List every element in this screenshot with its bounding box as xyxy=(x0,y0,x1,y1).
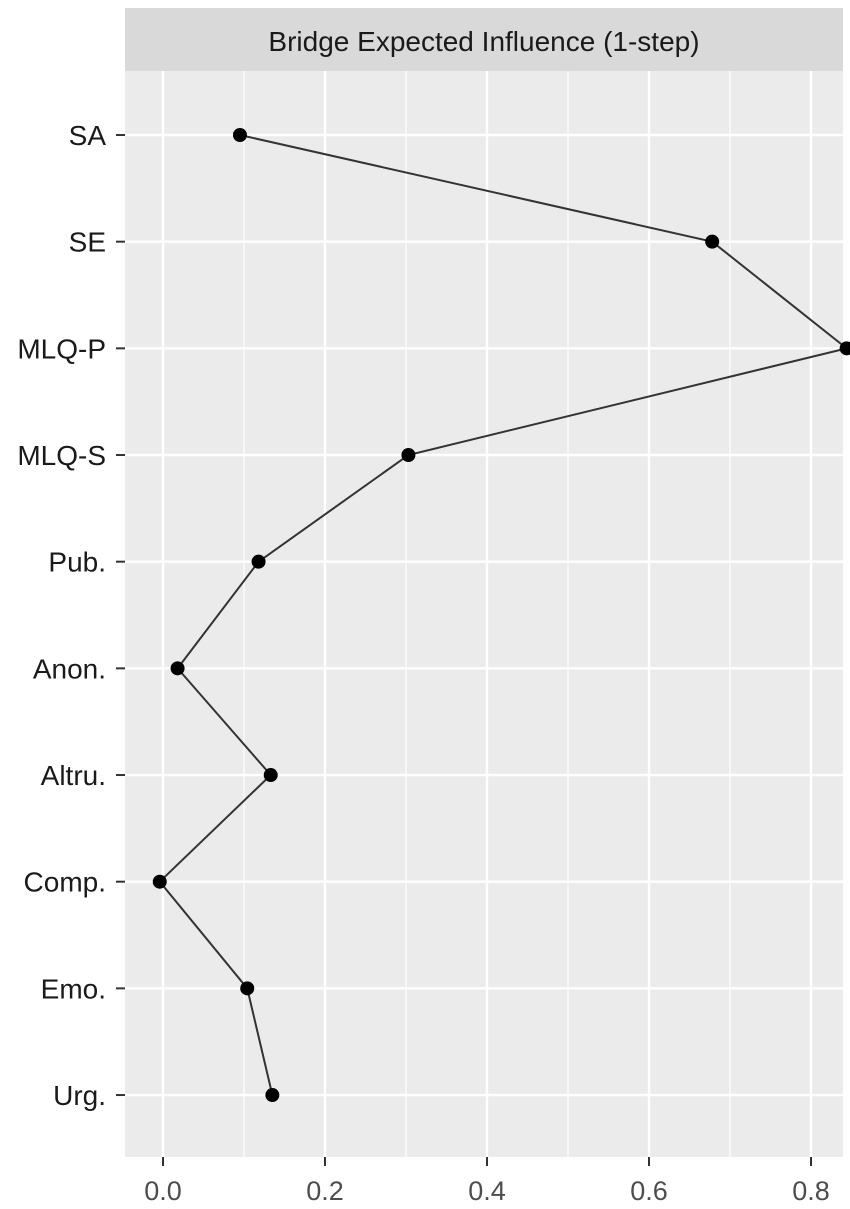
data-point xyxy=(232,128,247,142)
strip-title: Bridge Expected Influence (1-step) xyxy=(268,26,699,57)
y-tick-label: Urg. xyxy=(53,1080,106,1111)
y-tick-label: SA xyxy=(69,120,107,151)
x-tick-label: 0.6 xyxy=(630,1176,668,1206)
grid-layer xyxy=(125,71,843,1157)
data-point xyxy=(251,554,266,569)
y-tick-label: Pub. xyxy=(48,547,106,578)
data-point xyxy=(240,981,255,996)
y-tick-label: MLQ-S xyxy=(17,440,106,471)
x-tick-label: 0.4 xyxy=(468,1176,506,1206)
y-axis: SA SE MLQ-P MLQ-S Pub. Anon. Altru. Comp. Emo. Ur… xyxy=(17,120,125,1111)
data-point xyxy=(401,448,416,463)
data-point xyxy=(152,874,167,889)
y-tick-label: SE xyxy=(69,227,106,258)
data-point xyxy=(839,341,850,356)
series-line xyxy=(158,134,849,1096)
data-points xyxy=(152,128,850,1103)
strip-background xyxy=(125,8,843,71)
data-point xyxy=(265,1088,280,1103)
y-tick-label: Anon. xyxy=(33,653,106,684)
data-point xyxy=(263,768,278,783)
y-tick-label: Emo. xyxy=(41,973,106,1004)
x-tick-label: 0.8 xyxy=(792,1176,830,1206)
y-tick-label: Altru. xyxy=(41,760,106,791)
data-point xyxy=(705,234,720,249)
y-tick-label: MLQ-P xyxy=(17,333,106,364)
x-tick-label: 0.2 xyxy=(306,1176,344,1206)
data-point xyxy=(170,661,185,676)
x-axis: 0.0 0.2 0.4 0.6 0.8 xyxy=(144,1157,830,1206)
x-tick-label: 0.0 xyxy=(144,1176,182,1206)
y-tick-label: Comp. xyxy=(24,867,106,898)
panel-background xyxy=(125,71,843,1157)
